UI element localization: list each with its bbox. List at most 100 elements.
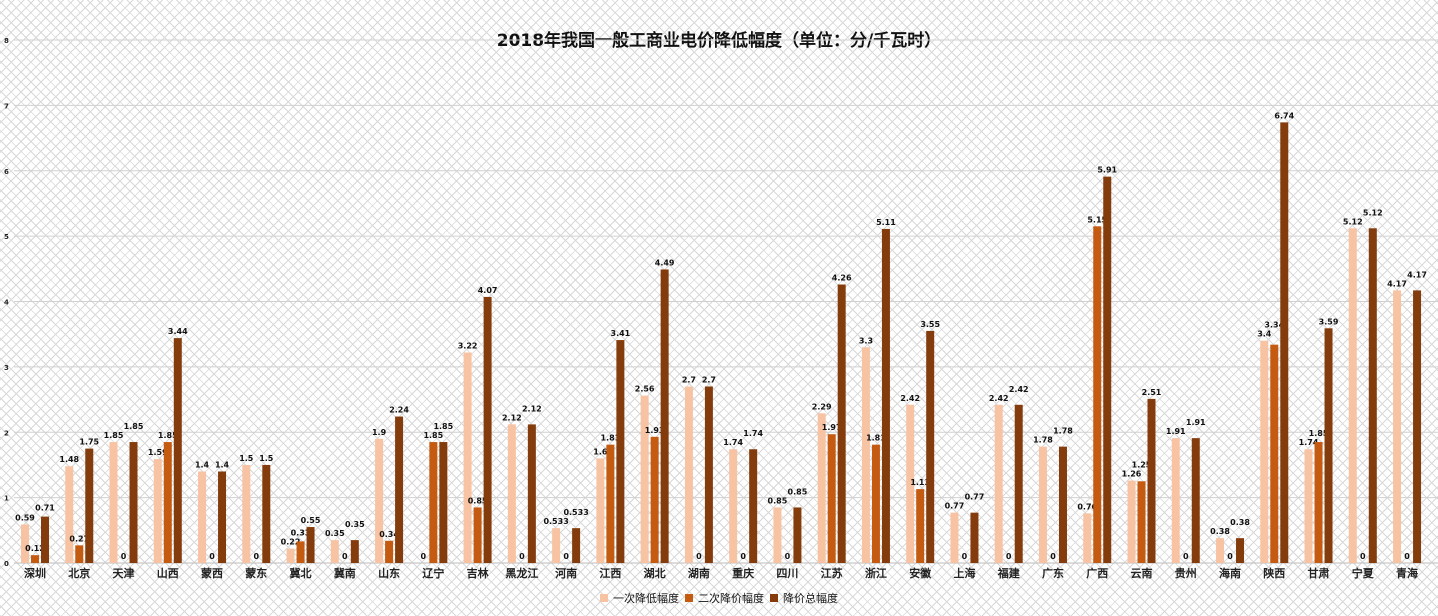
- bar: [596, 458, 605, 563]
- bar: [41, 516, 49, 563]
- y-tick-label: 0: [4, 560, 9, 568]
- bar: [198, 471, 207, 563]
- bar: [473, 507, 482, 563]
- bar: [1127, 480, 1136, 563]
- data-label: 2.56: [635, 385, 655, 394]
- bar: [1093, 226, 1102, 563]
- y-tick-label: 3: [4, 364, 9, 372]
- bar: [881, 228, 890, 563]
- bar: [837, 284, 846, 563]
- bar: [507, 424, 516, 563]
- x-tick-label: 湖北: [644, 566, 666, 580]
- data-label: 0.533: [543, 517, 568, 526]
- bar: [994, 404, 1003, 563]
- bar: [1191, 438, 1200, 563]
- data-label: 0: [121, 552, 127, 561]
- data-label: 1.93: [645, 426, 665, 435]
- bar: [163, 442, 172, 563]
- chart-title: 2018年我国一般工商业电价降低幅度（单位：分/千瓦时）: [496, 31, 942, 51]
- data-label: 0: [1360, 552, 1366, 561]
- y-tick-label: 7: [4, 102, 9, 110]
- bar: [1038, 446, 1047, 563]
- bar: [1348, 228, 1357, 563]
- data-label: 1.85: [433, 422, 453, 431]
- y-tick-label: 6: [4, 168, 9, 176]
- bar: [375, 438, 384, 563]
- bar: [1413, 290, 1422, 563]
- data-label: 1.85: [1309, 429, 1329, 438]
- bar: [173, 338, 182, 563]
- x-tick-label: 上海: [953, 566, 975, 580]
- legend-swatch: [770, 594, 778, 602]
- bar: [1147, 398, 1156, 563]
- x-tick-label: 云南: [1131, 566, 1153, 580]
- bar: [684, 386, 693, 563]
- data-label: 6.74: [1274, 111, 1294, 120]
- bar: [616, 340, 625, 563]
- y-tick-label: 2: [4, 429, 9, 437]
- bar: [527, 424, 536, 563]
- data-label: 2.42: [1009, 385, 1029, 394]
- data-label: 3.4: [1257, 330, 1272, 339]
- data-label: 3.3: [859, 336, 873, 345]
- data-label: 1.85: [158, 431, 178, 440]
- bar: [1103, 176, 1112, 564]
- bar: [1280, 122, 1289, 563]
- data-label: 0.35: [345, 520, 365, 529]
- data-label: 3.55: [920, 320, 940, 329]
- bar: [75, 545, 84, 563]
- data-label: 0: [785, 552, 791, 561]
- data-label: 1.78: [1033, 436, 1053, 445]
- legend: 一次降低幅度 二次降价幅度 降价总幅度: [0, 590, 1438, 606]
- bar: [817, 413, 826, 563]
- data-label: 2.7: [702, 375, 716, 384]
- data-label: 0.59: [15, 513, 35, 522]
- data-label: 1.81: [601, 434, 621, 443]
- data-label: 1.59: [148, 448, 168, 457]
- data-label: 5.11: [876, 218, 896, 227]
- y-tick-label: 1: [4, 495, 9, 503]
- x-tick-label: 山东: [378, 566, 400, 580]
- bar: [1314, 442, 1323, 563]
- data-label: 3.59: [1319, 317, 1339, 326]
- bar: [385, 540, 394, 563]
- data-label: 1.74: [723, 438, 743, 447]
- bar: [1171, 438, 1180, 563]
- bar: [296, 541, 305, 563]
- bar: [463, 352, 472, 563]
- data-label: 0.22: [281, 538, 301, 547]
- data-label: 1.4: [215, 460, 230, 469]
- bar: [1270, 344, 1279, 563]
- bar: [153, 459, 162, 563]
- data-label: 1.5: [239, 454, 254, 463]
- x-tick-label: 冀北: [290, 566, 312, 580]
- legend-label: 一次降低幅度: [613, 592, 679, 605]
- data-label: 3.22: [458, 341, 478, 350]
- data-label: 2.12: [502, 413, 522, 422]
- data-label: 2.29: [812, 402, 832, 411]
- x-tick-label: 河南: [555, 566, 577, 580]
- data-label: 2.51: [1142, 388, 1162, 397]
- data-label: 1.85: [104, 431, 124, 440]
- data-label: 0.71: [35, 504, 55, 513]
- data-label: 0.34: [379, 530, 399, 539]
- data-label: 5.12: [1363, 208, 1383, 217]
- y-tick-label: 4: [4, 299, 9, 307]
- legend-swatch: [600, 594, 608, 602]
- x-tick-label: 贵州: [1175, 566, 1197, 580]
- bar: [640, 395, 649, 563]
- bar: [950, 512, 959, 563]
- data-label: 1.48: [59, 455, 79, 464]
- legend-item: 二次降价幅度: [685, 590, 764, 606]
- x-tick-label: 四川: [776, 567, 798, 580]
- data-label: 0.76: [1077, 502, 1097, 511]
- data-label: 0: [696, 552, 702, 561]
- x-tick-label: 甘肃: [1308, 566, 1330, 580]
- x-tick-label: 陕西: [1263, 566, 1285, 580]
- data-label: 3.41: [611, 329, 631, 338]
- bar: [1216, 538, 1225, 563]
- data-label: 1.5: [259, 454, 274, 463]
- data-label: 1.26: [1122, 470, 1142, 479]
